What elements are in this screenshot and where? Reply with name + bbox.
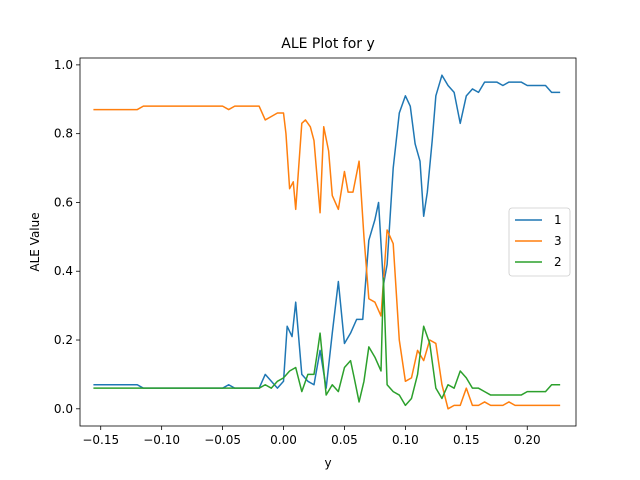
plot-area (93, 74, 561, 410)
y-tick-label: 0.6 (54, 195, 73, 209)
legend-label: 3 (554, 234, 562, 248)
y-tick-label: 0.2 (54, 333, 73, 347)
x-tick-label: 0.15 (453, 433, 480, 447)
legend-box (508, 207, 571, 277)
legend: 1 3 2 (508, 207, 571, 277)
x-tick-label: 0.10 (392, 433, 419, 447)
y-tick-label: 0.8 (54, 127, 73, 141)
y-tick-label: 0.0 (54, 402, 73, 416)
x-tick-label: −0.15 (82, 433, 119, 447)
x-tick-label: 0.00 (270, 433, 297, 447)
chart-title: ALE Plot for y (281, 36, 375, 52)
x-tick-label: 0.20 (514, 433, 541, 447)
y-tick-label: 1.0 (54, 58, 73, 72)
legend-label: 1 (554, 213, 562, 227)
y-tick-label: 0.4 (54, 264, 73, 278)
x-tick-label: −0.10 (143, 433, 180, 447)
legend-label: 2 (554, 255, 562, 269)
x-axis: −0.15 −0.10 −0.05 0.00 0.05 0.10 0.15 0.20 (82, 426, 541, 447)
x-tick-label: 0.05 (331, 433, 358, 447)
y-axis-label: ALE Value (28, 212, 42, 271)
y-axis: 0.0 0.2 0.4 0.6 0.8 1.0 (54, 58, 80, 416)
plot-frame (79, 57, 577, 427)
x-axis-label: y (324, 456, 331, 470)
series-line-1 (93, 74, 561, 389)
x-tick-label: −0.05 (204, 433, 241, 447)
series-line-2 (93, 277, 561, 407)
series-line-3 (93, 105, 561, 410)
